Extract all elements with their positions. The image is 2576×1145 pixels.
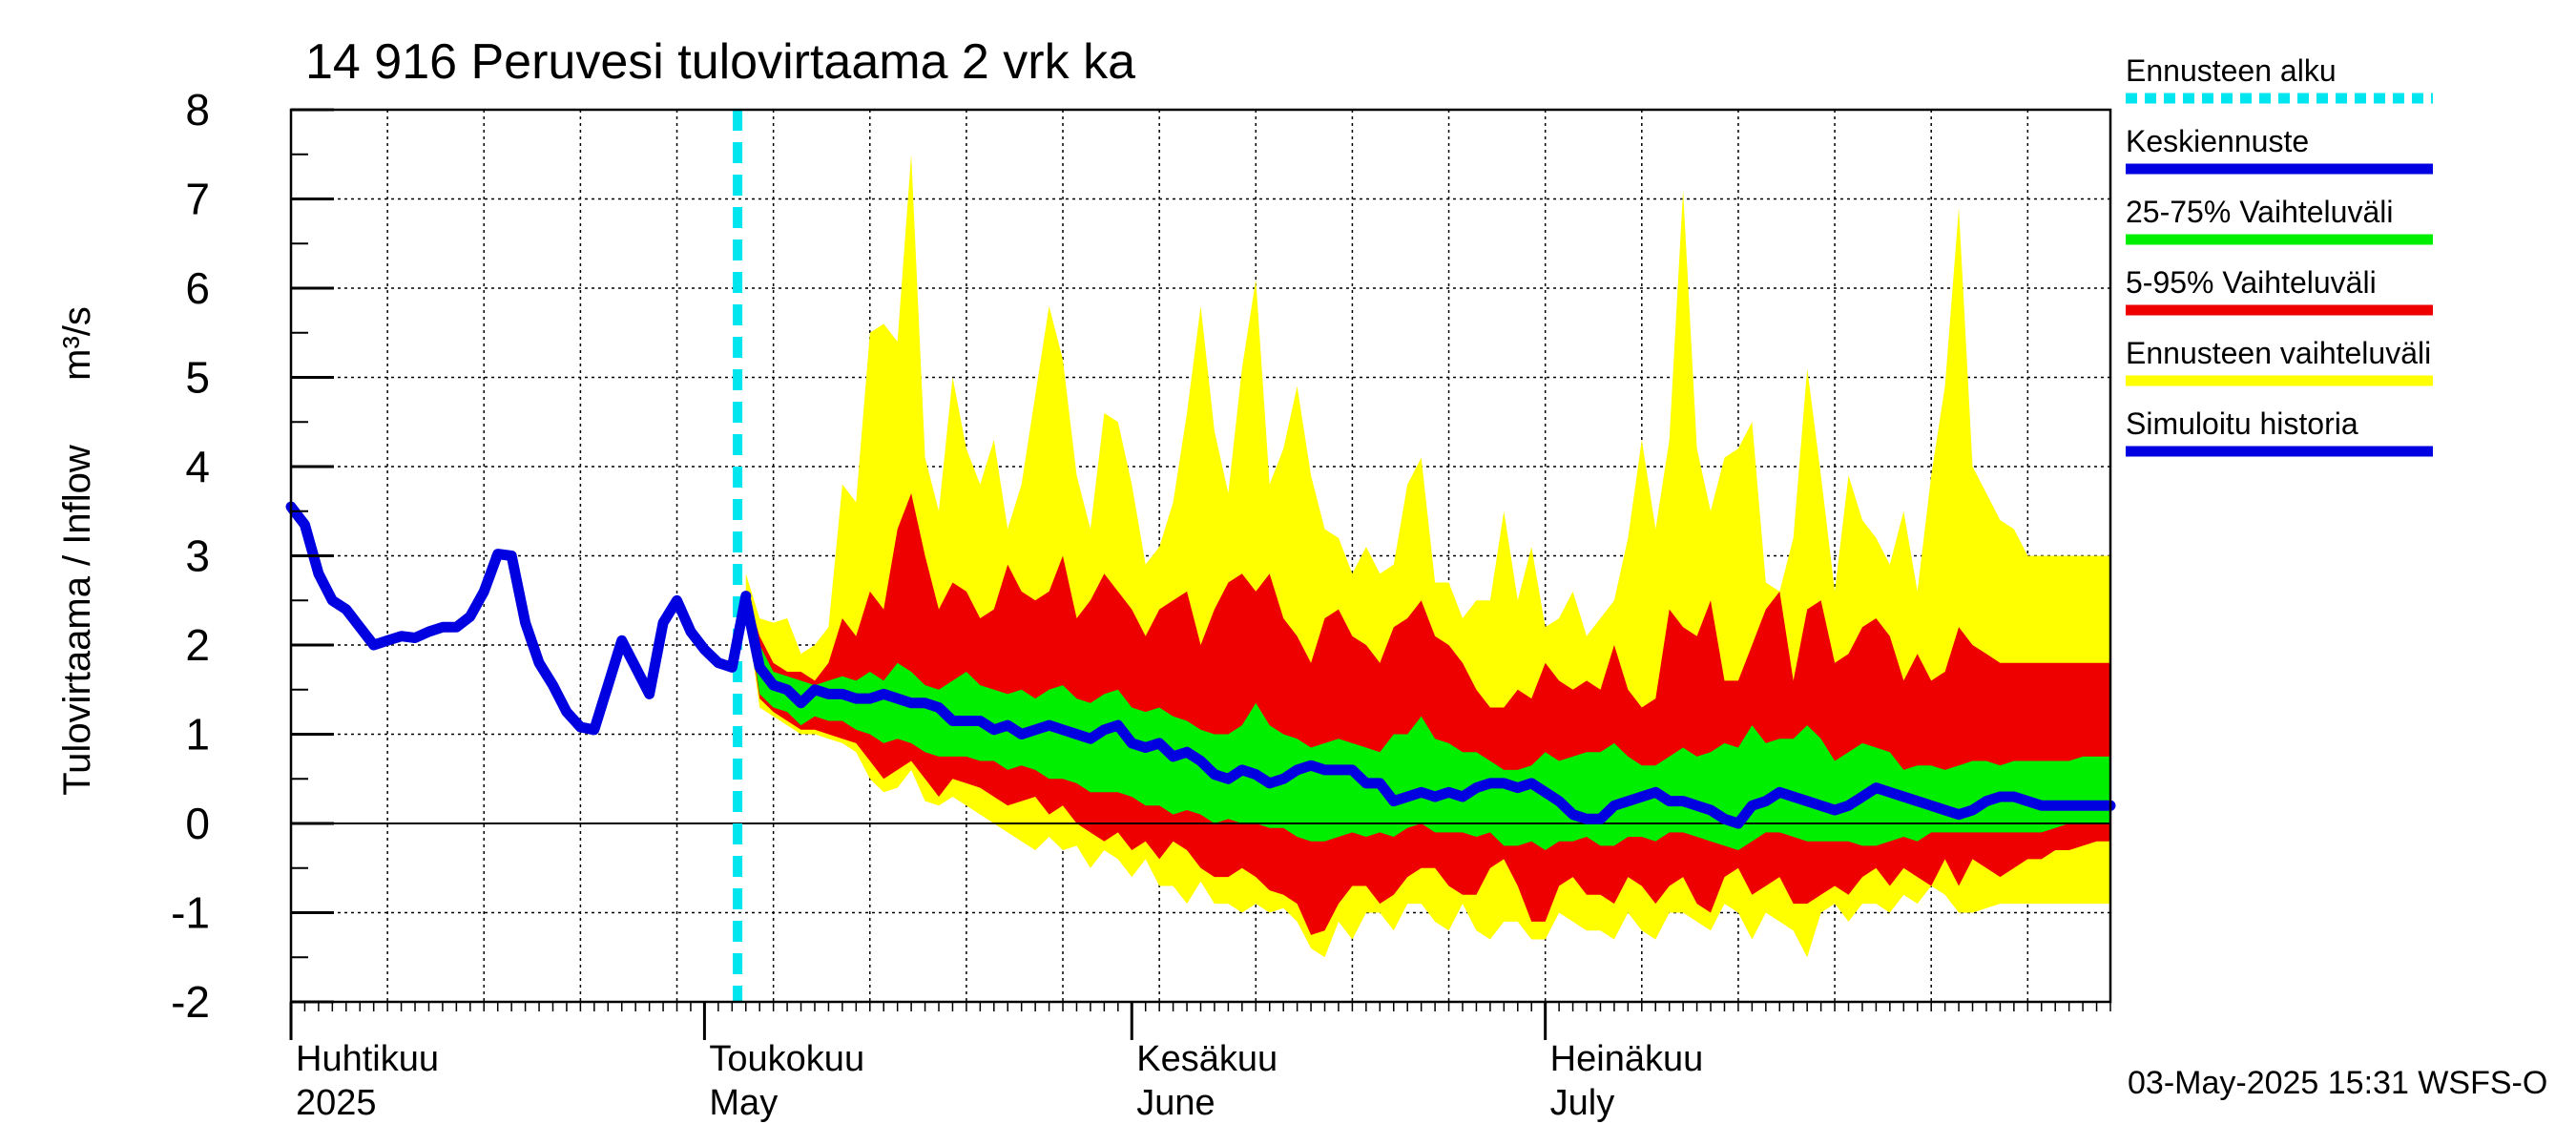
legend-label: 25-75% Vaihteluväli xyxy=(2126,195,2393,229)
y-tick-label: 8 xyxy=(185,85,210,135)
y-tick-label: 2 xyxy=(185,620,210,670)
x-month-label-en: July xyxy=(1550,1083,1615,1123)
y-tick-label: 0 xyxy=(185,799,210,848)
y-axis-unit: m³/s xyxy=(56,306,98,381)
y-tick-label: 6 xyxy=(185,263,210,313)
legend-label: Keskiennuste xyxy=(2126,124,2309,158)
x-month-label-en: 2025 xyxy=(296,1083,377,1123)
x-month-label-fi: Heinäkuu xyxy=(1550,1039,1704,1079)
x-month-label-fi: Kesäkuu xyxy=(1136,1039,1278,1079)
x-month-label-fi: Huhtikuu xyxy=(296,1039,439,1079)
y-tick-label: -1 xyxy=(171,888,210,938)
footer-timestamp: 03-May-2025 15:31 WSFS-O xyxy=(2128,1065,2547,1101)
x-month-label-fi: Toukokuu xyxy=(709,1039,864,1079)
axis-layer xyxy=(289,108,2112,1040)
x-month-label-en: June xyxy=(1136,1083,1215,1123)
y-axis-label: Tulovirtaama / Inflow xyxy=(56,445,98,796)
median-forecast-line xyxy=(740,594,2116,829)
y-tick-label: 5 xyxy=(185,353,210,403)
band-layer xyxy=(291,110,2110,1002)
y-tick-label: -2 xyxy=(171,977,210,1027)
y-tick-label: 4 xyxy=(185,442,210,491)
legend-label: Ennusteen vaihteluväli xyxy=(2126,336,2431,370)
legend-label: 5-95% Vaihteluväli xyxy=(2126,265,2377,300)
band-25-75 xyxy=(745,595,2110,850)
legend-label: Simuloitu historia xyxy=(2126,406,2358,441)
line-layer xyxy=(285,501,2116,829)
y-tick-label: 1 xyxy=(185,710,210,760)
x-month-label-en: May xyxy=(709,1083,778,1123)
chart-title: 14 916 Peruvesi tulovirtaama 2 vrk ka xyxy=(305,34,1135,90)
legend-label: Ennusteen alku xyxy=(2126,53,2337,88)
y-tick-label: 7 xyxy=(185,175,210,224)
y-tick-label: 3 xyxy=(185,531,210,581)
y-tick-labels: 8 7 6 5 4 3 2 1 0 -1 -2 xyxy=(171,85,210,1027)
legend: Ennusteen alku Keskiennuste 25-75% Vaihtel… xyxy=(2126,53,2433,457)
simulated-history-line xyxy=(285,501,752,736)
